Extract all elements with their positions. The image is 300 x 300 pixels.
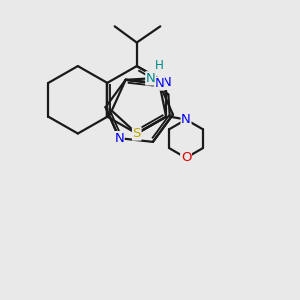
Text: N: N	[161, 76, 171, 89]
Text: N: N	[181, 113, 191, 126]
Text: O: O	[181, 151, 191, 164]
Text: N: N	[114, 132, 124, 145]
Text: H: H	[154, 59, 164, 73]
Text: S: S	[133, 127, 141, 140]
Text: N: N	[146, 72, 156, 85]
Text: N: N	[154, 77, 164, 90]
